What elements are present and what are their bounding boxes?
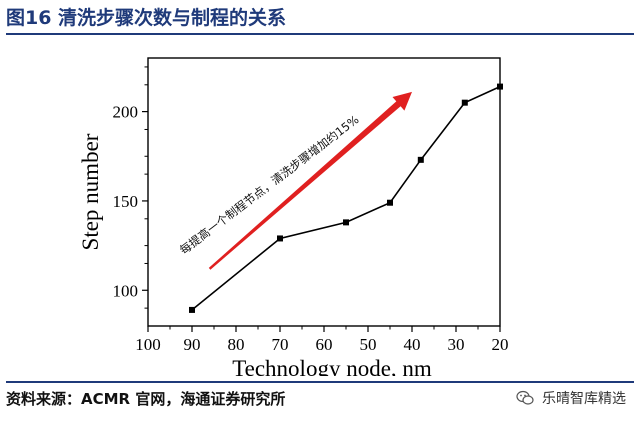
x-tick-label: 100: [135, 335, 161, 354]
plot-frame: [147, 57, 501, 327]
data-point: [417, 156, 424, 163]
y-tick-label: 200: [113, 103, 139, 122]
chart-annotation: 每提高一个制程节点，清洗步骤增加约15%: [177, 91, 412, 270]
watermark-text: 乐晴智库精选: [542, 391, 626, 407]
x-tick-label: 80: [228, 335, 245, 354]
chart-axes: 100 90 80 70 60 50 40 30 20 100 150 200: [113, 57, 509, 354]
trend-arrow: [208, 91, 412, 270]
data-point: [461, 99, 468, 106]
x-tick-label: 40: [404, 335, 421, 354]
data-point: [343, 219, 349, 226]
data-point: [387, 199, 393, 206]
y-tick-label: 100: [113, 281, 139, 300]
x-tick-label: 50: [360, 335, 377, 354]
x-tick-label: 30: [448, 335, 465, 354]
y-tick-label: 150: [113, 192, 139, 211]
y-axis-label: Step number: [78, 133, 103, 250]
watermark: 乐晴智库精选: [515, 386, 626, 412]
figure-title: 图16 清洗步骤次数与制程的关系: [6, 7, 287, 29]
x-tick-label: 70: [272, 335, 289, 354]
x-axis-label: Technology node, nm: [232, 356, 432, 376]
x-tick-label: 90: [184, 335, 201, 354]
data-point: [497, 83, 503, 90]
x-tick-label: 60: [316, 335, 333, 354]
data-point: [277, 235, 283, 242]
source-note: 资料来源：ACMR 官网，海通证券研究所: [6, 390, 286, 408]
annotation-text: 每提高一个制程节点，清洗步骤增加约15%: [177, 112, 362, 257]
data-point: [189, 306, 195, 313]
wechat-icon: [515, 390, 534, 405]
x-tick-label: 20: [492, 335, 509, 354]
line-chart: 100 90 80 70 60 50 40 30 20 100 150 200 每提高一个制程节点，清…: [78, 57, 509, 376]
footer-divider: [6, 381, 634, 383]
title-divider: [6, 33, 634, 35]
series-step-number: [189, 83, 503, 313]
